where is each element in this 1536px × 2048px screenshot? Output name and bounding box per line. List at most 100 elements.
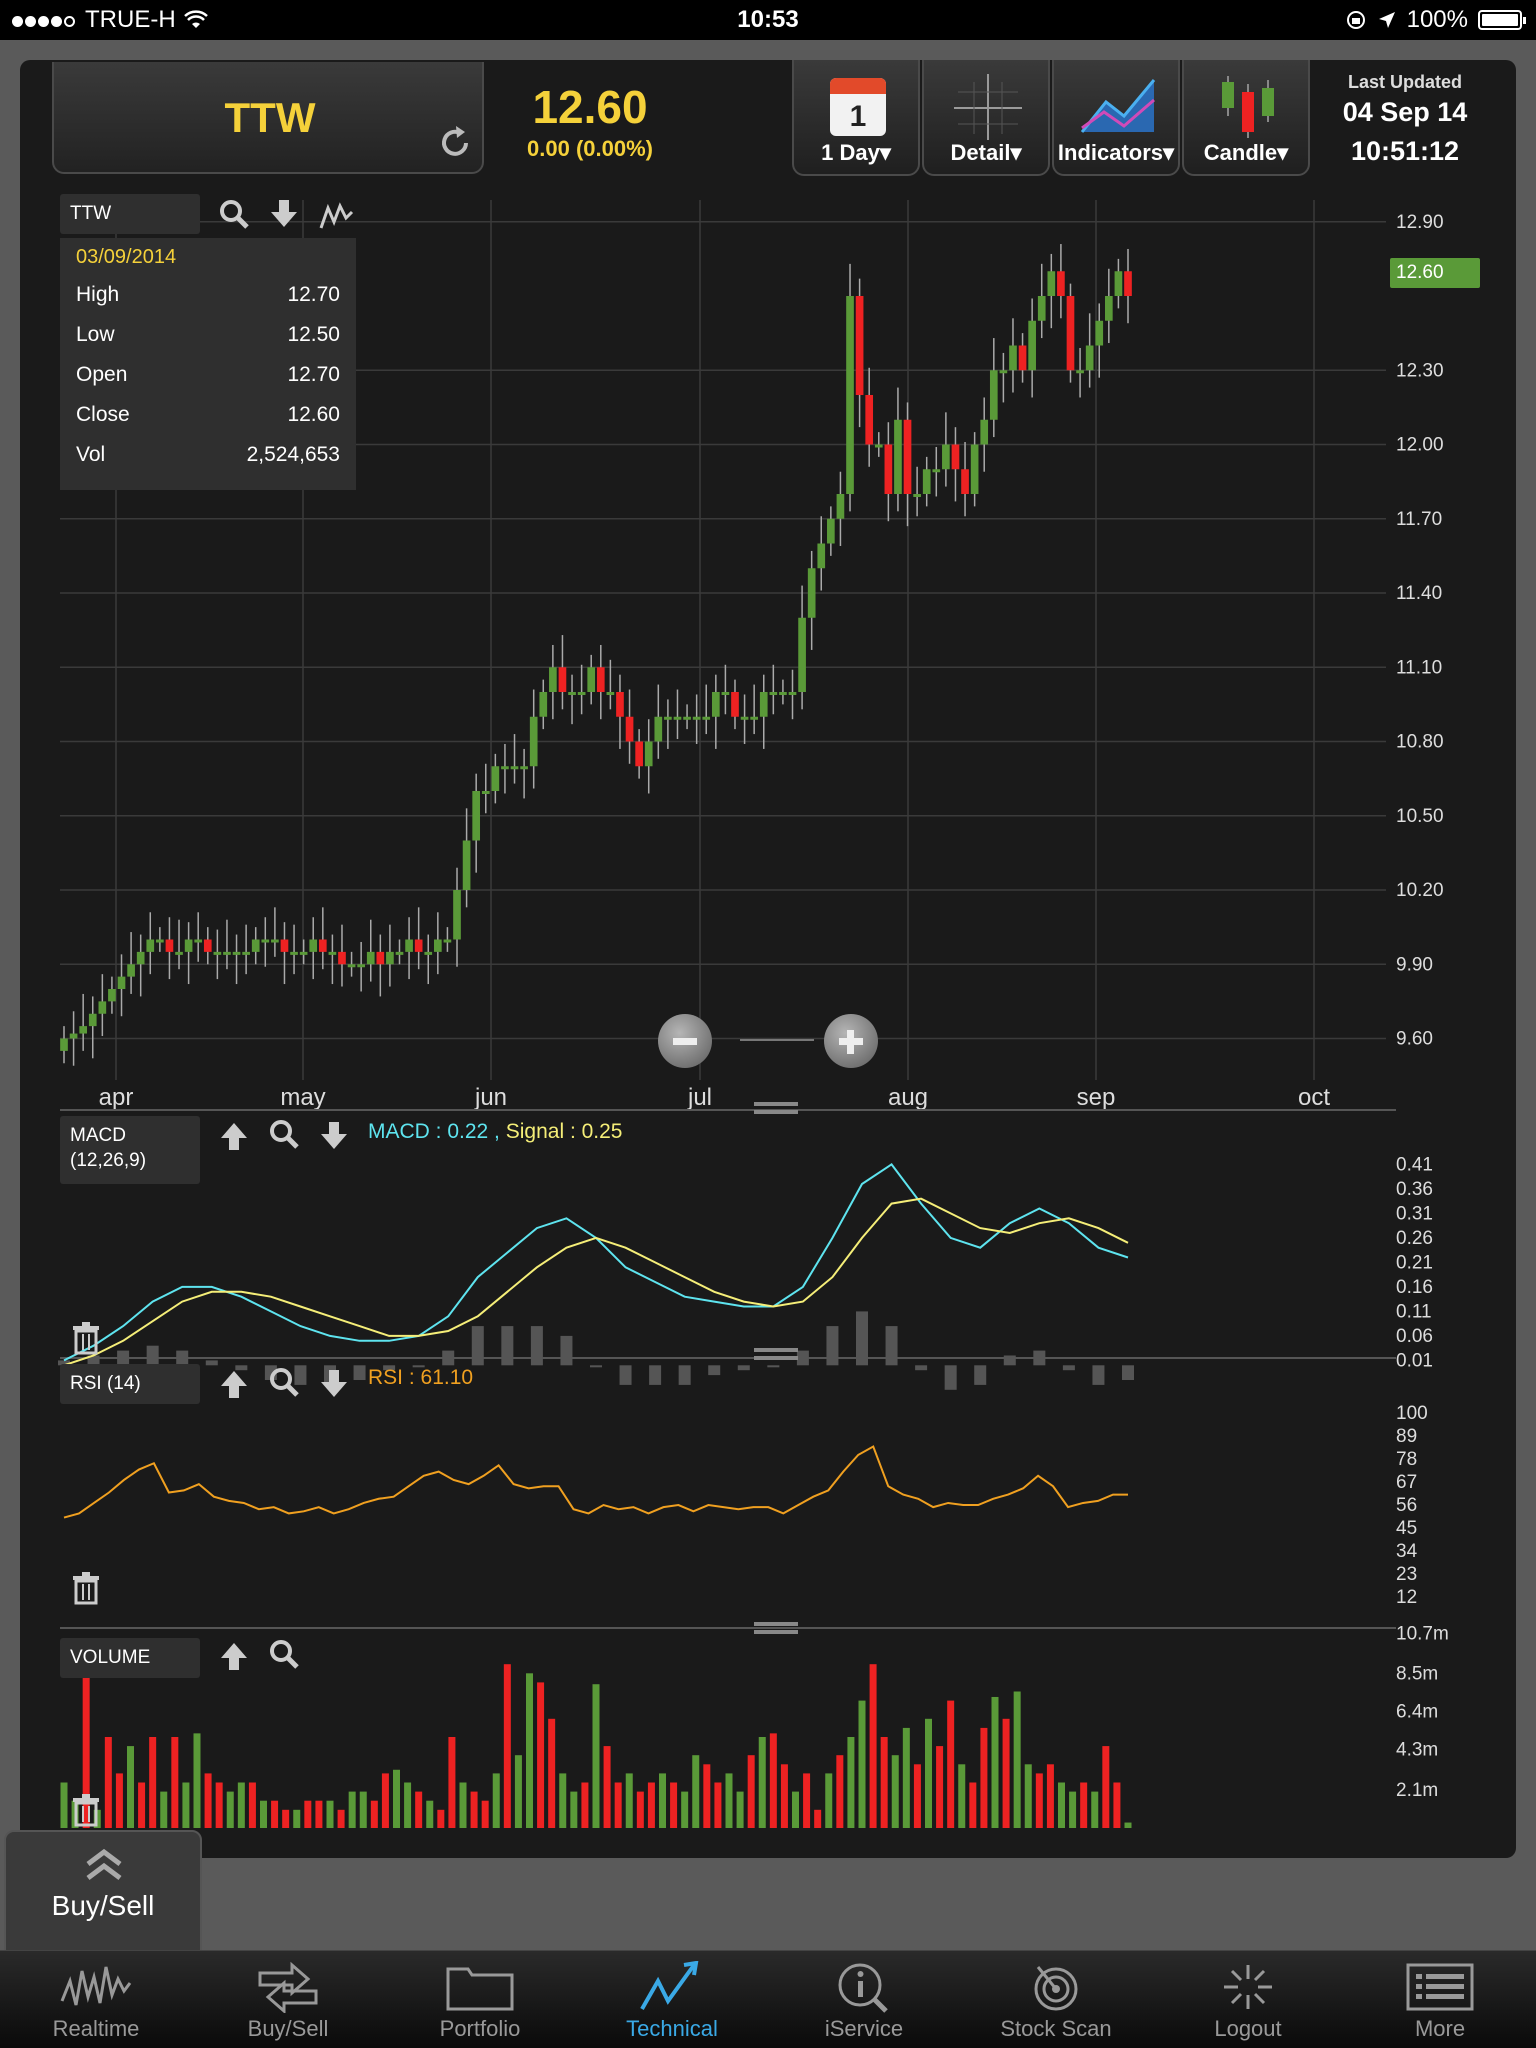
arrow-down-icon[interactable] (266, 196, 302, 232)
tab-logout[interactable]: Logout (1152, 1951, 1344, 2048)
candle-body (395, 951, 404, 955)
y-tick-label: 12 (1396, 1587, 1417, 1608)
y-tick-label: 9.60 (1396, 1029, 1433, 1050)
search-icon[interactable] (266, 1116, 302, 1152)
volume-bar (958, 1764, 966, 1828)
macd-histogram-bar (235, 1365, 248, 1371)
period-button[interactable]: 1 1 Day▾ (792, 60, 920, 176)
candle-body (961, 469, 969, 494)
arrow-up-icon[interactable] (216, 1366, 252, 1402)
y-tick-label: 12.90 (1396, 212, 1444, 233)
volume-bar (337, 1809, 345, 1828)
ohlc-date: 03/09/2014 (76, 246, 177, 268)
tab-portfolio[interactable]: Portfolio (384, 1951, 576, 2048)
resize-handle-icon[interactable] (752, 1344, 800, 1364)
volume-bar (1091, 1791, 1099, 1828)
candle-body (405, 939, 413, 952)
volume-bar (836, 1755, 844, 1828)
volume-bar (215, 1782, 223, 1828)
volume-bar (814, 1809, 822, 1828)
candle-body (874, 444, 883, 448)
volume-bar (448, 1737, 456, 1828)
signal-icon (12, 6, 77, 34)
symbol-box[interactable]: TTW (52, 62, 484, 174)
volume-bar (936, 1746, 944, 1828)
candle-body (376, 951, 385, 965)
tab-buy-sell[interactable]: Buy/Sell (192, 1951, 384, 2048)
trash-icon[interactable] (68, 1570, 104, 1606)
symbol-label: TTW (224, 94, 316, 141)
arrow-up-icon[interactable] (216, 1118, 252, 1154)
search-icon[interactable] (216, 196, 252, 232)
ohlc-row-close: Close 12.60 (76, 403, 340, 426)
candle-body (462, 840, 471, 890)
battery-percent: 100% (1406, 6, 1468, 33)
volume-bar (736, 1791, 744, 1828)
tab-technical[interactable]: Technical (576, 1951, 768, 2048)
volume-bar (426, 1800, 434, 1828)
candle-body (721, 692, 730, 695)
macd-histogram-bar (87, 1355, 100, 1366)
macd-histogram-bar (383, 1365, 396, 1371)
stock-scan-icon (1034, 1966, 1078, 2011)
candle-body (664, 716, 672, 720)
candle-body (836, 494, 845, 519)
tab-iservice[interactable]: iService (768, 1951, 960, 2048)
candle-body (999, 370, 1008, 374)
tab-more[interactable]: More (1344, 1951, 1536, 2048)
candle-body (203, 939, 212, 952)
candle-body (328, 951, 337, 955)
candle-body (903, 419, 912, 494)
line-chart-icon[interactable] (318, 198, 354, 234)
indicators-button[interactable]: Indicators▾ (1052, 60, 1180, 176)
candle-body (616, 692, 624, 717)
search-icon[interactable] (266, 1364, 302, 1400)
macd-histogram-bar (412, 1365, 425, 1368)
detail-button[interactable]: Detail▾ (922, 60, 1050, 176)
candle-button[interactable]: Candle▾ (1182, 60, 1310, 176)
zoom-in-button[interactable] (824, 1014, 878, 1068)
volume-bar (902, 1727, 910, 1828)
zoom-out-button[interactable] (658, 1014, 712, 1068)
volume-bar (703, 1764, 711, 1828)
volume-bar (869, 1664, 877, 1828)
candle-body (1047, 271, 1056, 296)
volume-bar (1002, 1718, 1010, 1828)
resize-handle-icon[interactable] (752, 1098, 800, 1118)
candle-icon (1222, 76, 1274, 138)
candle-body (242, 951, 250, 955)
tab-realtime[interactable]: Realtime (0, 1951, 192, 2048)
macd-histogram-bar (353, 1365, 366, 1380)
candle-body (788, 692, 797, 695)
more-icon (1406, 1963, 1474, 2011)
trash-icon[interactable] (68, 1792, 104, 1828)
arrow-up-icon[interactable] (216, 1638, 252, 1674)
y-tick-label: 89 (1396, 1426, 1417, 1447)
ohlc-row-high: High 12.70 (76, 283, 340, 306)
candle-body (223, 951, 231, 955)
buy-sell-drawer-tab[interactable]: Buy/Sell (4, 1830, 202, 1954)
trash-icon[interactable] (68, 1320, 104, 1356)
macd-histogram-bar (205, 1360, 218, 1366)
arrow-down-icon[interactable] (316, 1118, 352, 1154)
volume-bar (803, 1773, 811, 1828)
volume-bar (880, 1737, 888, 1828)
volume-bar (581, 1782, 589, 1828)
candle-body (865, 395, 874, 445)
volume-bar (315, 1800, 323, 1828)
candle-body (769, 692, 778, 695)
resize-handle-icon[interactable] (752, 1618, 800, 1638)
y-tick-label: 34 (1396, 1541, 1418, 1562)
candle-body (980, 419, 989, 445)
candle-body (108, 989, 116, 1002)
volume-bar (692, 1755, 700, 1828)
chart-canvas[interactable]: 12.90 12.30 12.00 11.70 11.40 11.10 10.80 10.50… (20, 60, 1516, 1858)
candle-body (549, 667, 557, 692)
tab-stock-scan[interactable]: Stock Scan (960, 1951, 1152, 2048)
volume-bar (237, 1782, 245, 1828)
refresh-icon[interactable] (434, 122, 476, 164)
search-icon[interactable] (266, 1636, 302, 1672)
arrow-down-icon[interactable] (316, 1366, 352, 1402)
macd-histogram-bar (885, 1326, 898, 1366)
y-tick-label: 2.1m (1396, 1780, 1438, 1801)
